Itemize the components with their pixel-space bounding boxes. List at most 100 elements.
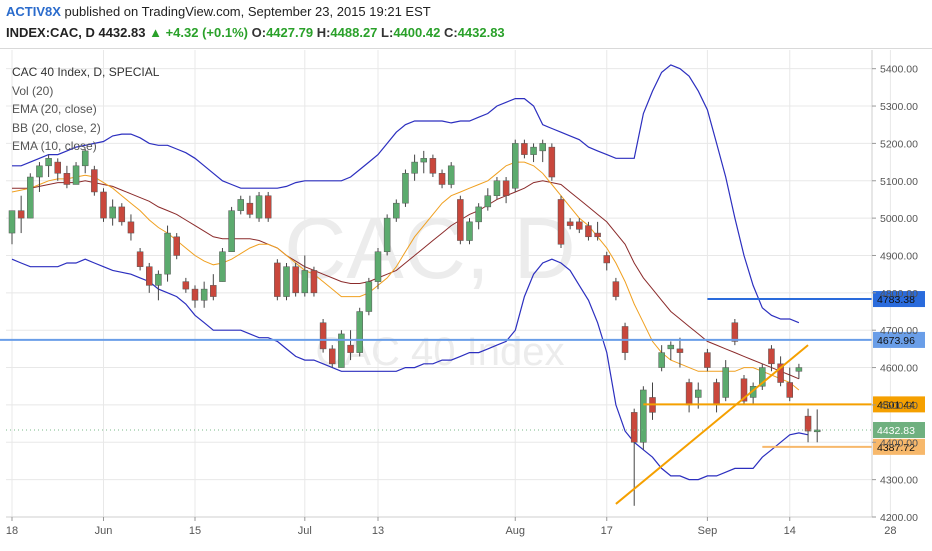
candle-up (301, 270, 309, 294)
candle-up (109, 206, 116, 219)
price-line-label: 4783.38 (877, 294, 915, 306)
candle-down (210, 285, 217, 297)
candle-down (521, 143, 528, 155)
price-line-label: 4387.72 (877, 442, 915, 454)
candle-down (594, 232, 601, 238)
candle-up (393, 202, 400, 219)
y-tick-label: 4800.00 (880, 288, 918, 300)
y-tick-label: 5400.00 (880, 64, 918, 76)
price-line-tag (873, 331, 925, 348)
candle-up (530, 146, 537, 155)
candle-up (164, 232, 171, 275)
candle-down (319, 322, 327, 350)
candle-up (402, 173, 409, 204)
y-tick-label: 4700.00 (880, 325, 918, 337)
candle-down (191, 288, 199, 301)
close-value: 4432.83 (457, 25, 505, 40)
candle-down (786, 382, 793, 398)
candle-up (539, 143, 546, 152)
candle-down (146, 266, 153, 286)
last-price: 4432.83 (98, 25, 146, 40)
candle-up (512, 143, 519, 189)
x-tick-label: 14 (784, 525, 796, 537)
candle-up (237, 199, 244, 211)
candle-down (246, 202, 254, 215)
bb-upper-line (12, 64, 800, 324)
candle-up (475, 206, 482, 223)
candle-down (310, 270, 318, 294)
low-label: L: (381, 25, 394, 40)
candle-down (127, 221, 135, 234)
candle-up (695, 389, 702, 398)
candle-down (91, 169, 98, 193)
publish-line: ACTIV8X published on TradingView.com, Se… (6, 4, 431, 19)
x-tick-label: 17 (601, 525, 613, 537)
candle-down (713, 382, 720, 406)
candle-up (813, 429, 821, 433)
candle-down (576, 221, 583, 230)
candle-up (466, 221, 473, 241)
legend: CAC 40 Index, D, SPECIAL Vol (20) EMA (2… (12, 63, 159, 156)
author-link[interactable]: ACTIV8X (6, 4, 61, 19)
candle-down (182, 281, 190, 290)
candle-up (155, 273, 162, 286)
candle-up (228, 210, 235, 252)
candle-down (274, 262, 281, 297)
legend-bb[interactable]: BB (20, close, 2) (12, 120, 101, 135)
y-tick-label: 5200.00 (880, 138, 918, 150)
candle-up (255, 195, 263, 219)
x-tick-label: 28 (884, 525, 896, 537)
drawings: 4783.38 4673.96 4501.44 4387.72 4432.83 (0, 291, 925, 505)
chart-frame[interactable] (0, 48, 932, 551)
x-tick-label: Aug (505, 525, 525, 537)
candle-up (27, 176, 34, 219)
x-tick-label: 15 (189, 525, 201, 537)
candle-down (54, 161, 61, 174)
y-tick-label: 4600.00 (880, 363, 918, 375)
candle-down (63, 173, 71, 185)
candle-down (438, 173, 446, 185)
candle-down (118, 206, 126, 223)
y-tick-label: 4200.00 (880, 512, 918, 524)
candle-down (17, 210, 25, 219)
candle-down (777, 363, 784, 383)
x-tick-label: 13 (372, 525, 384, 537)
x-tick-label: Sep (698, 525, 718, 537)
candle-up (8, 210, 16, 234)
candle-down (612, 281, 620, 297)
candle-down (429, 158, 437, 174)
symbol-name: INDEX:CAC, D (6, 25, 95, 40)
candle-up (722, 367, 729, 398)
open-label: O: (251, 25, 267, 40)
symbol-line: INDEX:CAC, D 4432.83 ▲ +4.32 (+0.1%) O:4… (6, 25, 505, 40)
last-price-label: 4432.83 (877, 425, 915, 437)
legend-ema20[interactable]: EMA (20, close) (12, 102, 97, 116)
candle-up (45, 158, 52, 167)
y-tick-label: 4500.00 (880, 400, 918, 412)
y-tick-label: 5300.00 (880, 101, 918, 113)
y-tick-label: 5100.00 (880, 176, 918, 188)
candle-down (630, 412, 638, 443)
candle-down (292, 266, 299, 294)
candle-up (283, 266, 290, 297)
candle-up (356, 311, 363, 353)
x-tick-label: 18 (6, 525, 18, 537)
legend-ema10[interactable]: EMA (10, close) (12, 139, 97, 153)
candle-up (365, 281, 373, 312)
axes: 4200.00 4300.00 4400.00 4500.00 4600.00 4700.… (6, 50, 918, 537)
candle-up (493, 180, 501, 196)
candle-down (804, 415, 812, 432)
ema20-line (12, 180, 800, 380)
candle-down (685, 382, 693, 406)
change-value: +4.32 (+0.1%) (165, 25, 248, 40)
candle-down (548, 146, 556, 178)
publish-info: published on TradingView.com, September … (64, 4, 431, 19)
legend-series[interactable]: CAC 40 Index, D, SPECIAL (12, 65, 160, 79)
price-line-tag (873, 291, 925, 308)
watermark: CAC, D CAC 40 Index (284, 201, 575, 374)
indicator-lines (11, 64, 809, 481)
legend-vol[interactable]: Vol (20) (12, 83, 54, 98)
ema10-line (11, 161, 800, 391)
candle-up (484, 195, 492, 208)
